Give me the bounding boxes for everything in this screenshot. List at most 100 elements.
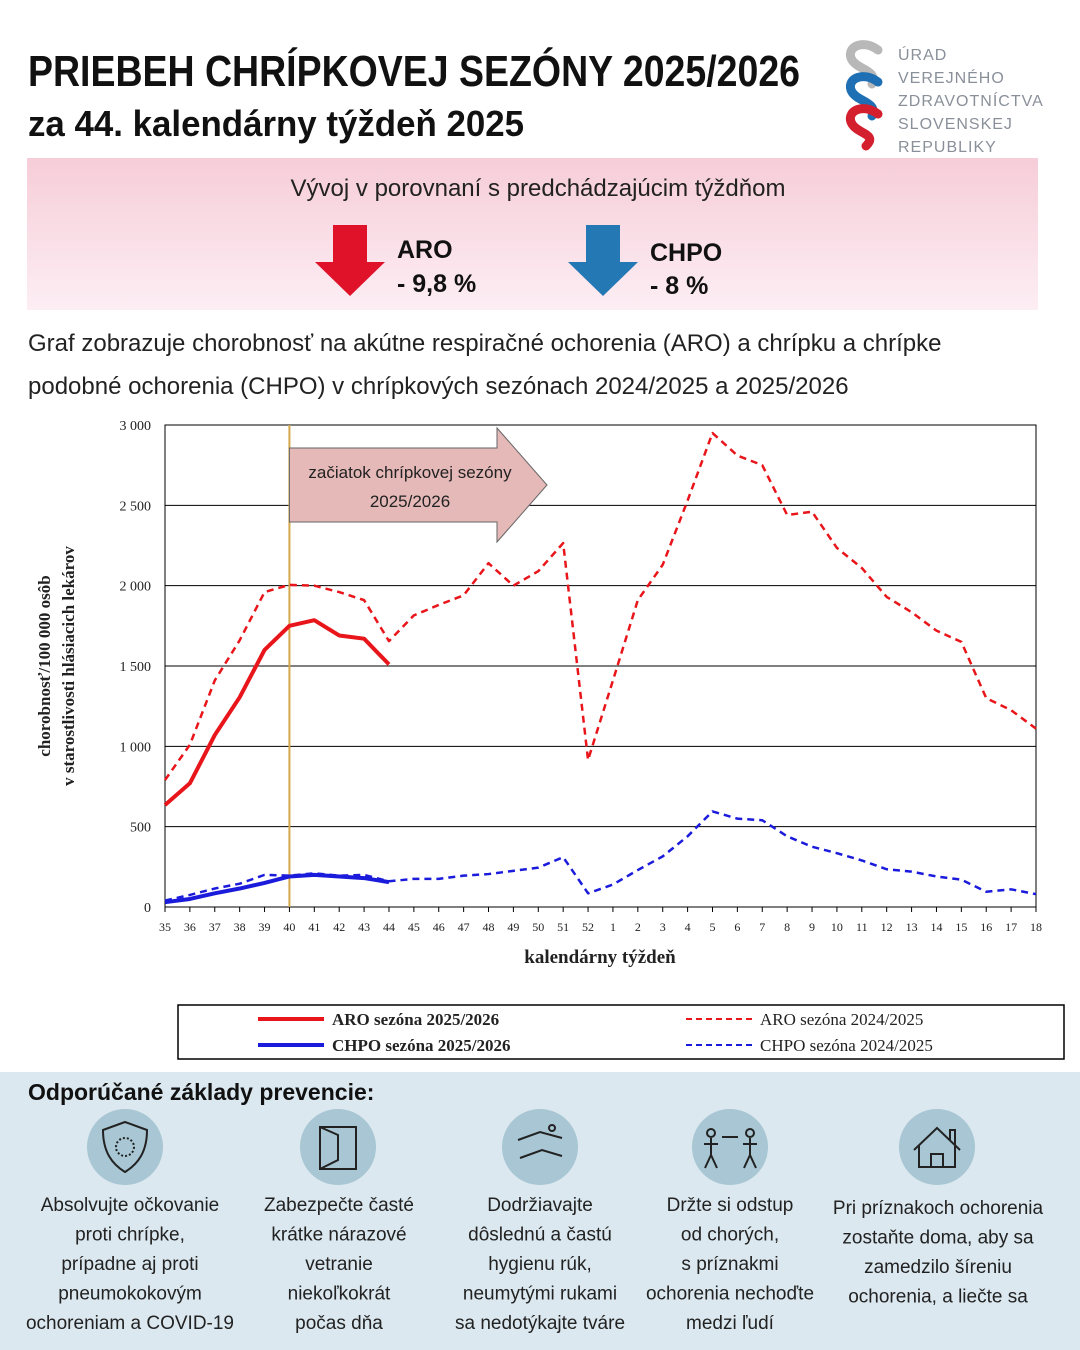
x-tick-label: 48 — [483, 920, 495, 934]
comparison-banner — [27, 158, 1038, 310]
legend-box — [177, 1004, 1065, 1060]
logo-line: ZDRAVOTNÍCTVA — [898, 91, 1044, 110]
prevention-text: proti chrípke, — [75, 1225, 185, 1246]
y-tick-label: 1 000 — [120, 740, 152, 755]
comparison-label: ARO — [397, 236, 453, 264]
prevention-text: sa nedotýkajte tváre — [455, 1313, 625, 1334]
x-tick-label: 35 — [159, 920, 171, 934]
prevention-text: vetranie — [305, 1254, 373, 1275]
y-axis-label: chorobnosť/100 000 osôb — [35, 575, 54, 756]
prevention-text: Absolvujte očkovanie — [41, 1195, 220, 1216]
prevention-text: neumytými rukami — [463, 1284, 617, 1305]
legend-label: CHPO sezóna 2024/2025 — [760, 1036, 933, 1055]
title: PRIEBEH CHRÍPKOVEJ SEZÓNY 2025/2026 — [28, 46, 800, 96]
x-tick-label: 4 — [685, 920, 691, 934]
annotation-text: 2025/2026 — [370, 492, 450, 511]
prevention-text: prípadne aj proti — [61, 1254, 198, 1275]
x-tick-label: 41 — [308, 920, 320, 934]
series-line — [163, 431, 1037, 781]
x-tick-label: 9 — [809, 920, 815, 934]
y-tick-label: 3 000 — [120, 419, 152, 434]
y-tick-label: 0 — [144, 901, 151, 916]
x-tick-label: 17 — [1005, 920, 1017, 934]
comparison-change: - 8 % — [650, 272, 708, 300]
prevention-text: zamedzilo šíreniu — [864, 1257, 1012, 1278]
x-tick-label: 49 — [507, 920, 519, 934]
comparison-change: - 9,8 % — [397, 270, 476, 298]
x-tick-label: 50 — [532, 920, 544, 934]
y-tick-label: 500 — [130, 821, 151, 836]
x-tick-label: 42 — [333, 920, 345, 934]
down-arrow — [315, 225, 385, 296]
icon-drawings — [101, 1120, 961, 1174]
y-tick-label: 2 500 — [120, 499, 152, 514]
prevention-text: s príznakmi — [681, 1254, 778, 1275]
down-arrow — [568, 225, 638, 296]
prevention-title: Odporúčané základy prevencie: — [28, 1079, 374, 1105]
prevention-text: od chorých, — [681, 1225, 779, 1246]
x-tick-label: 38 — [234, 920, 246, 934]
prevention-text: Pri príznakoch ochorenia — [833, 1198, 1044, 1219]
x-tick-label: 16 — [980, 920, 992, 934]
prevention-text: ochorenia, a liečte sa — [848, 1287, 1028, 1308]
y-tick-label: 2 000 — [120, 580, 152, 595]
prevention-text: Zabezpečte časté — [264, 1195, 414, 1216]
x-tick-label: 36 — [184, 920, 196, 934]
logo-line: ÚRAD — [898, 45, 947, 64]
x-tick-label: 47 — [458, 920, 470, 934]
x-tick-label: 3 — [660, 920, 666, 934]
x-tick-label: 12 — [881, 920, 893, 934]
prevention-items: Absolvujte očkovanie proti chrípke, prípad… — [26, 1195, 1044, 1334]
prevention-text: krátke nárazové — [271, 1225, 406, 1246]
x-tick-label: 40 — [283, 920, 295, 934]
annotation-arrow — [288, 426, 548, 544]
legend-label: ARO sezóna 2025/2026 — [332, 1010, 499, 1029]
prevention-text: zostaňte doma, aby sa — [842, 1228, 1034, 1249]
logo — [845, 40, 883, 151]
x-tick-label: 10 — [831, 920, 843, 934]
x-tick-label: 46 — [433, 920, 445, 934]
x-tick-label: 2 — [635, 920, 641, 934]
series-line — [163, 618, 391, 807]
prevention-text: medzi ľudí — [686, 1313, 775, 1334]
logo-line: REPUBLIKY — [898, 139, 997, 156]
comparison-label: CHPO — [650, 239, 722, 267]
x-tick-label: 15 — [955, 920, 967, 934]
prevention-text: dôslednú a častú — [468, 1225, 612, 1246]
x-tick-label: 8 — [784, 920, 790, 934]
comparison-heading: Vývoj v porovnaní s predchádzajúcim týžd… — [291, 175, 786, 202]
prevention-text: niekoľkokrát — [288, 1284, 391, 1305]
x-tick-label: 43 — [358, 920, 370, 934]
x-axis-label: kalendárny týždeň — [524, 947, 676, 968]
description: Graf zobrazuje chorobnosť na akútne resp… — [28, 330, 941, 357]
legend-label: ARO sezóna 2024/2025 — [760, 1010, 923, 1029]
logo-line: SLOVENSKEJ — [898, 116, 1013, 133]
subtitle: za 44. kalendárny týždeň 2025 — [28, 103, 524, 144]
x-tick-label: 39 — [259, 920, 271, 934]
description: podobné ochorenia (CHPO) v chrípkových s… — [28, 373, 849, 400]
x-tick-label: 6 — [734, 920, 740, 934]
x-tick-label: 18 — [1030, 920, 1042, 934]
x-tick-label: 51 — [557, 920, 569, 934]
prevention-text: Držte si odstup — [667, 1195, 794, 1216]
x-tick-label: 45 — [408, 920, 420, 934]
prevention-text: hygienu rúk, — [488, 1254, 592, 1275]
prevention-text: pneumokokovým — [58, 1284, 202, 1305]
prevention-text: počas dňa — [295, 1313, 383, 1334]
x-tick-label: 1 — [610, 920, 616, 934]
x-tick-label: 13 — [906, 920, 918, 934]
prevention-text: ochorenia nechoďte — [646, 1284, 814, 1305]
series-line — [164, 872, 390, 905]
y-tick-label: 1 500 — [120, 660, 152, 675]
x-tick-label: 44 — [383, 920, 395, 934]
y-axis-label: v starostlivosti hlásiacich lekárov — [59, 546, 78, 786]
series-line — [164, 810, 1037, 902]
logo-line: VEREJNÉHO — [898, 68, 1005, 87]
x-tick-label: 11 — [856, 920, 868, 934]
prevention-text: Dodržiavajte — [487, 1195, 593, 1216]
annotation-text: začiatok chrípkovej sezóny — [308, 463, 512, 482]
legend-label: CHPO sezóna 2025/2026 — [332, 1036, 511, 1055]
